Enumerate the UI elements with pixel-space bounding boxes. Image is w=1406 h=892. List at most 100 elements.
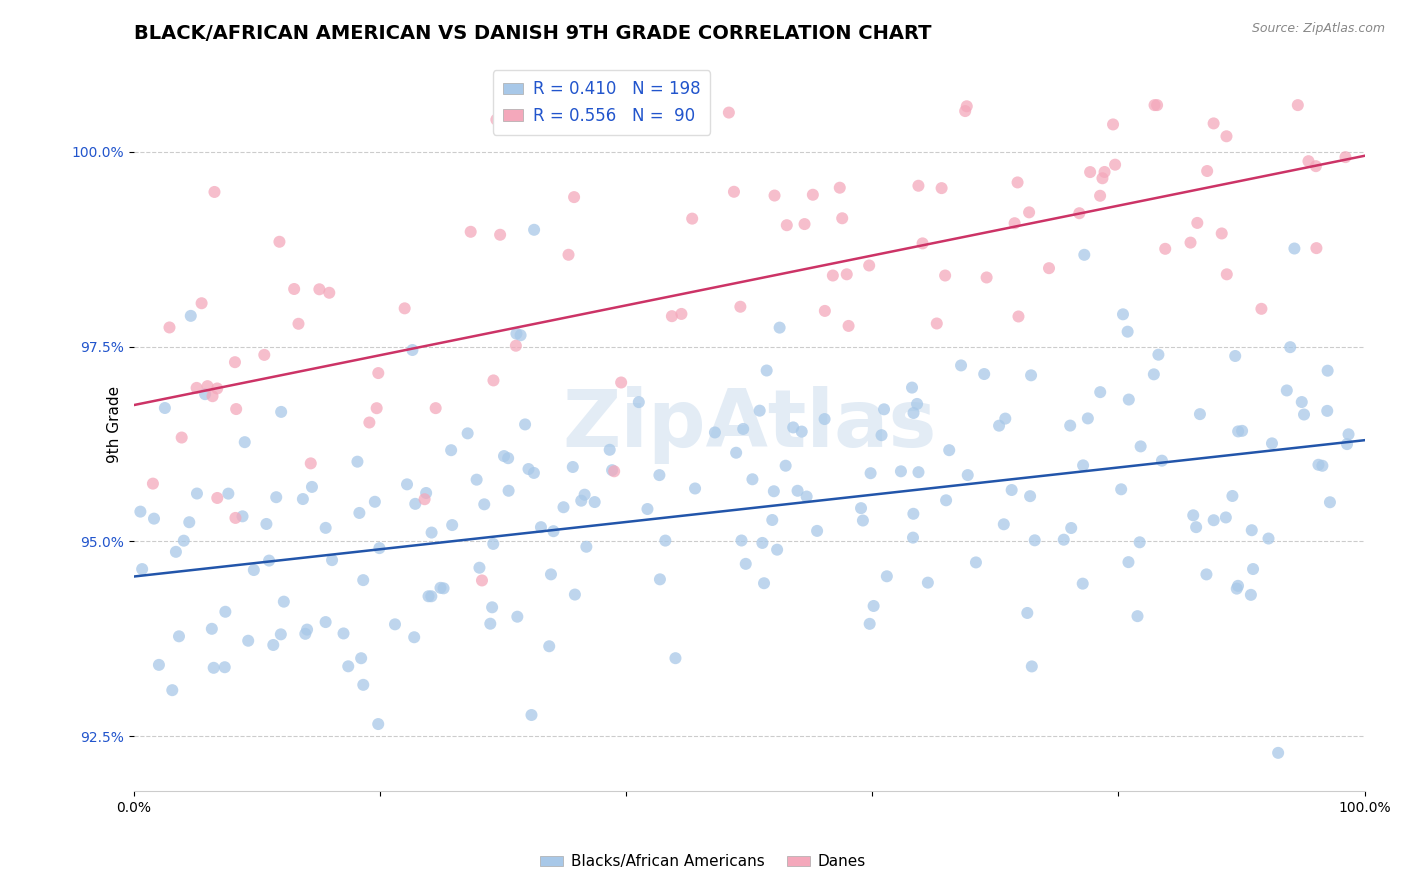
Point <box>415 486 437 500</box>
Point <box>703 425 725 440</box>
Point <box>1284 242 1306 256</box>
Point <box>482 537 505 551</box>
Point <box>1185 520 1208 534</box>
Point <box>238 633 260 648</box>
Point <box>1211 227 1233 241</box>
Point <box>751 536 773 550</box>
Point <box>509 328 531 343</box>
Legend: R = 0.410   N = 198, R = 0.556   N =  90: R = 0.410 N = 198, R = 0.556 N = 90 <box>492 70 710 135</box>
Point <box>523 466 546 480</box>
Point <box>903 507 925 521</box>
Point <box>159 320 181 334</box>
Point <box>1019 368 1042 383</box>
Point <box>492 449 515 463</box>
Point <box>911 236 934 251</box>
Point <box>1024 533 1046 548</box>
Point <box>197 379 219 393</box>
Point <box>201 389 224 403</box>
Point <box>395 477 418 491</box>
Point <box>935 493 957 508</box>
Point <box>671 307 693 321</box>
Point <box>1202 116 1225 130</box>
Point <box>1316 404 1339 418</box>
Point <box>301 480 323 494</box>
Point <box>520 708 543 723</box>
Point <box>790 425 813 439</box>
Point <box>180 309 202 323</box>
Point <box>849 501 872 516</box>
Y-axis label: 9th Grade: 9th Grade <box>107 386 122 463</box>
Point <box>1019 489 1042 503</box>
Point <box>1215 510 1237 524</box>
Point <box>1267 746 1289 760</box>
Point <box>1195 567 1218 582</box>
Point <box>1004 216 1026 230</box>
Point <box>1250 301 1272 316</box>
Point <box>1007 310 1029 324</box>
Point <box>1230 424 1253 438</box>
Point <box>1182 508 1205 523</box>
Point <box>723 185 745 199</box>
Point <box>129 505 152 519</box>
Point <box>1337 427 1360 442</box>
Point <box>755 363 778 377</box>
Point <box>264 490 287 504</box>
Point <box>813 412 835 426</box>
Point <box>217 486 239 500</box>
Point <box>131 562 153 576</box>
Point <box>350 651 373 665</box>
Point <box>636 502 658 516</box>
Point <box>925 317 948 331</box>
Point <box>472 497 495 511</box>
Point <box>346 455 368 469</box>
Point <box>505 339 527 353</box>
Point <box>1038 261 1060 276</box>
Point <box>194 387 217 401</box>
Point <box>162 683 184 698</box>
Point <box>890 464 912 478</box>
Point <box>814 304 837 318</box>
Point <box>352 573 374 587</box>
Point <box>506 609 529 624</box>
Point <box>1109 483 1132 497</box>
Point <box>231 509 253 524</box>
Point <box>1257 532 1279 546</box>
Point <box>1104 158 1126 172</box>
Point <box>1126 609 1149 624</box>
Point <box>420 589 443 603</box>
Point <box>205 382 228 396</box>
Point <box>1017 606 1039 620</box>
Point <box>460 225 482 239</box>
Point <box>1078 165 1101 179</box>
Point <box>796 490 818 504</box>
Point <box>1215 129 1237 144</box>
Point <box>730 300 752 314</box>
Point <box>243 563 266 577</box>
Point <box>401 343 423 357</box>
Point <box>748 403 770 417</box>
Point <box>1094 165 1116 179</box>
Text: Source: ZipAtlas.com: Source: ZipAtlas.com <box>1251 22 1385 36</box>
Point <box>859 466 882 480</box>
Point <box>762 484 785 499</box>
Legend: Blacks/African Americans, Danes: Blacks/African Americans, Danes <box>534 848 872 875</box>
Point <box>838 318 860 333</box>
Point <box>1143 98 1166 112</box>
Point <box>1091 171 1114 186</box>
Point <box>1018 205 1040 219</box>
Point <box>931 181 953 195</box>
Point <box>530 520 553 534</box>
Point <box>1279 340 1302 354</box>
Point <box>366 401 388 416</box>
Point <box>1069 206 1091 220</box>
Point <box>734 557 756 571</box>
Point <box>821 268 844 283</box>
Point <box>934 268 956 283</box>
Point <box>224 511 246 525</box>
Point <box>1071 458 1094 473</box>
Point <box>907 178 929 193</box>
Point <box>782 420 804 434</box>
Point <box>661 309 683 323</box>
Point <box>1291 395 1313 409</box>
Point <box>418 589 440 603</box>
